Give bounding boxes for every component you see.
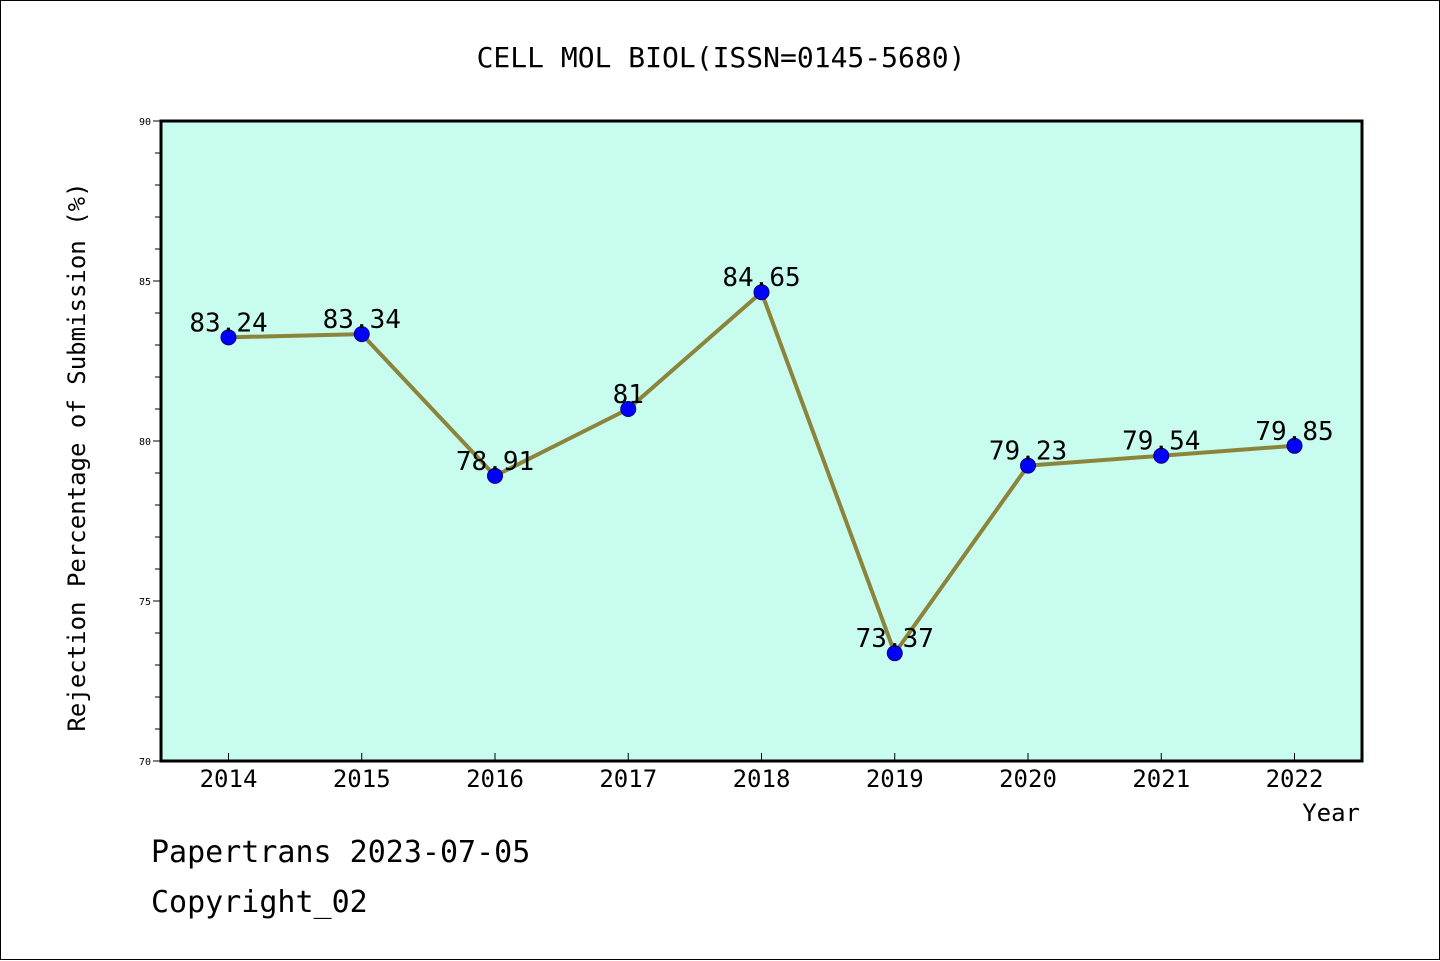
- data-point: [620, 401, 637, 417]
- data-point: [886, 645, 903, 662]
- x-tick-label: 2014: [200, 765, 258, 793]
- data-point: [1153, 447, 1170, 464]
- x-axis: 2014 2015 2016 2017 2018 2019 2020 2021 2022: [200, 753, 1324, 793]
- x-axis-label: Year: [1302, 799, 1360, 827]
- data-label: 79.54: [1122, 427, 1200, 457]
- data-point: [1286, 437, 1303, 454]
- x-tick-label: 2016: [466, 765, 524, 793]
- chart-title: CELL MOL BIOL(ISSN=0145-5680): [477, 41, 966, 74]
- y-axis-label: Rejection Percentage of Submission (%): [63, 182, 91, 731]
- footer-date-line: Papertrans 2023-07-05: [151, 835, 531, 870]
- x-tick-label: 2021: [1132, 765, 1190, 793]
- data-label: 83.34: [323, 305, 401, 335]
- x-tick-label: 2020: [999, 765, 1057, 793]
- data-label: 83.24: [189, 308, 267, 338]
- data-point: [753, 284, 770, 301]
- y-tick-label: 75: [139, 597, 151, 608]
- data-label: 81: [613, 380, 644, 410]
- x-tick-label: 2018: [733, 765, 791, 793]
- plot-area: [159, 119, 1364, 763]
- y-tick-label: 80: [139, 437, 151, 448]
- x-tick-label: 2022: [1266, 765, 1324, 793]
- y-tick-label: 70: [139, 757, 151, 768]
- y-tick-label: 90: [139, 117, 151, 128]
- data-label: 79.85: [1255, 417, 1333, 447]
- series-group: 83.24 83.34 78.91 81 84.65 73.37 79.23 79.54 79.…: [189, 263, 1334, 662]
- data-point: [353, 326, 370, 343]
- data-label: 73.37: [856, 624, 934, 654]
- x-tick-label: 2017: [599, 765, 657, 793]
- data-label: 78.91: [456, 447, 534, 477]
- data-label: 84.65: [722, 263, 800, 293]
- x-tick-label: 2015: [333, 765, 391, 793]
- data-point: [1020, 457, 1036, 474]
- y-axis: 70 75 80 85 90: [139, 117, 161, 768]
- data-point: [487, 467, 503, 484]
- data-label: 79.23: [989, 437, 1067, 467]
- y-tick-label: 85: [139, 277, 151, 288]
- footer-copyright-line: Copyright_02: [151, 885, 368, 920]
- x-tick-label: 2019: [866, 765, 924, 793]
- data-point: [220, 329, 237, 346]
